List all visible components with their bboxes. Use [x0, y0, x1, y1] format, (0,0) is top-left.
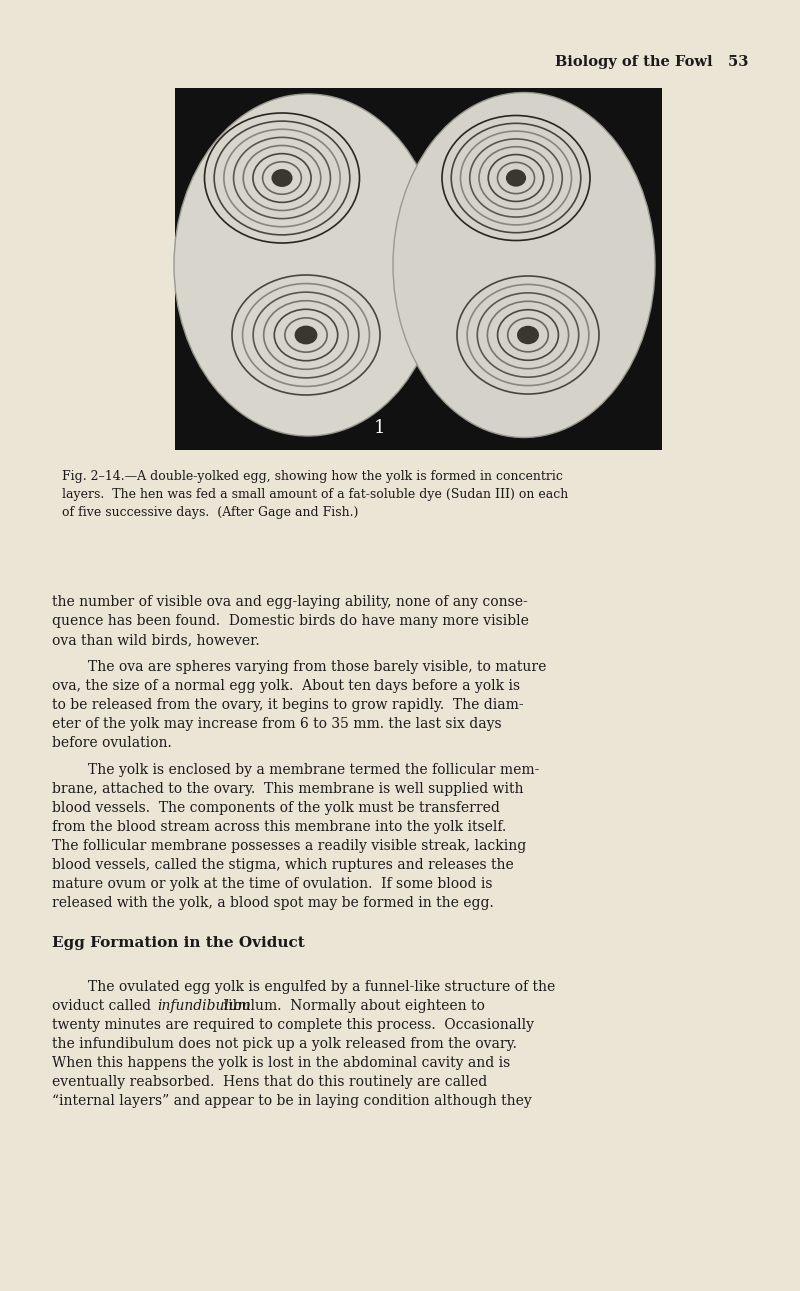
Text: released with the yolk, a blood spot may be formed in the egg.: released with the yolk, a blood spot may… [52, 896, 494, 910]
Text: the number of visible ova and egg-laying ability, none of any conse-: the number of visible ova and egg-laying… [52, 595, 528, 609]
Ellipse shape [174, 94, 442, 436]
Text: eter of the yolk may increase from 6 to 35 mm. the last six days: eter of the yolk may increase from 6 to … [52, 717, 502, 731]
Text: eventually reabsorbed.  Hens that do this routinely are called: eventually reabsorbed. Hens that do this… [52, 1075, 487, 1090]
Text: layers.  The hen was fed a small amount of a fat-soluble dye (Sudan III) on each: layers. The hen was fed a small amount o… [62, 488, 568, 501]
Ellipse shape [393, 93, 655, 438]
Text: of five successive days.  (After Gage and Fish.): of five successive days. (After Gage and… [62, 506, 358, 519]
Text: “internal layers” and appear to be in laying condition although they: “internal layers” and appear to be in la… [52, 1093, 532, 1108]
Text: twenty minutes are required to complete this process.  Occasionally: twenty minutes are required to complete … [52, 1019, 534, 1032]
Text: the infundibulum does not pick up a yolk released from the ovary.: the infundibulum does not pick up a yolk… [52, 1037, 517, 1051]
Ellipse shape [518, 327, 538, 343]
Text: Fig. 2–14.—A double-yolked egg, showing how the yolk is formed in concentric: Fig. 2–14.—A double-yolked egg, showing … [62, 470, 563, 483]
Text: When this happens the yolk is lost in the abdominal cavity and is: When this happens the yolk is lost in th… [52, 1056, 510, 1070]
Ellipse shape [295, 327, 317, 343]
Text: quence has been found.  Domestic birds do have many more visible: quence has been found. Domestic birds do… [52, 615, 529, 627]
Text: 1: 1 [374, 420, 386, 436]
Text: to be released from the ovary, it begins to grow rapidly.  The diam-: to be released from the ovary, it begins… [52, 698, 524, 713]
Text: The ovulated egg yolk is engulfed by a funnel-like structure of the: The ovulated egg yolk is engulfed by a f… [88, 980, 555, 994]
Text: blood vessels, called the stigma, which ruptures and releases the: blood vessels, called the stigma, which … [52, 859, 514, 871]
Text: Biology of the Fowl   53: Biology of the Fowl 53 [554, 56, 748, 68]
Text: brane, attached to the ovary.  This membrane is well supplied with: brane, attached to the ovary. This membr… [52, 782, 523, 797]
Text: from the blood stream across this membrane into the yolk itself.: from the blood stream across this membra… [52, 820, 506, 834]
Text: The yolk is enclosed by a membrane termed the follicular mem-: The yolk is enclosed by a membrane terme… [88, 763, 539, 777]
Text: before ovulation.: before ovulation. [52, 736, 172, 750]
Text: infundibulum: infundibulum [158, 999, 251, 1013]
Text: The ova are spheres varying from those barely visible, to mature: The ova are spheres varying from those b… [88, 660, 546, 674]
Text: The follicular membrane possesses a readily visible streak, lacking: The follicular membrane possesses a read… [52, 839, 526, 853]
Text: blood vessels.  The components of the yolk must be transferred: blood vessels. The components of the yol… [52, 800, 500, 815]
Text: mature ovum or yolk at the time of ovulation.  If some blood is: mature ovum or yolk at the time of ovula… [52, 877, 493, 891]
Ellipse shape [272, 170, 292, 186]
Text: Egg Formation in the Oviduct: Egg Formation in the Oviduct [52, 936, 305, 950]
Text: ova than wild birds, however.: ova than wild birds, however. [52, 633, 260, 647]
Text: oviduct called the infundibulum.  Normally about eighteen to: oviduct called the infundibulum. Normall… [52, 999, 485, 1013]
Ellipse shape [506, 170, 526, 186]
Bar [157, 998, 224, 1013]
Text: ova, the size of a normal egg yolk.  About ten days before a yolk is: ova, the size of a normal egg yolk. Abou… [52, 679, 520, 693]
Bar [175, 88, 662, 451]
